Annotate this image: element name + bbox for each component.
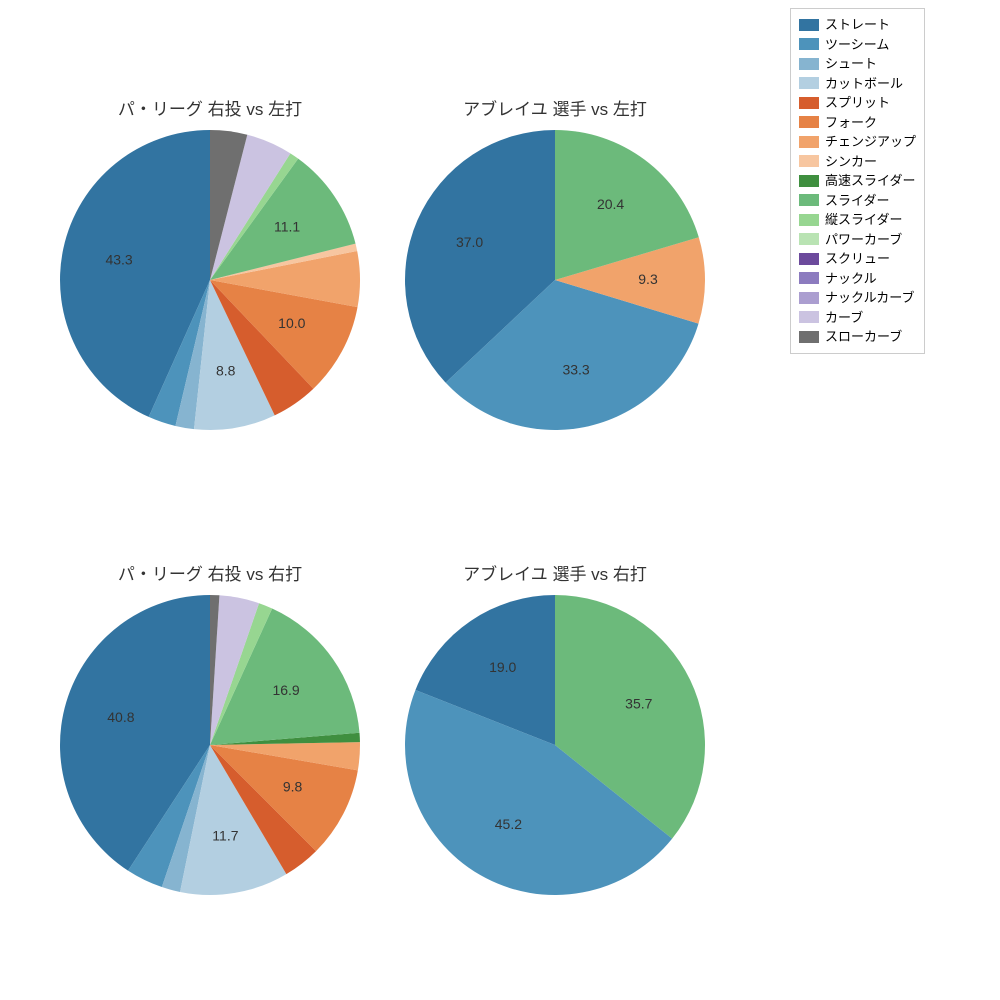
legend-item: フォーク [799,113,916,133]
legend-swatch [799,292,819,304]
legend-item: シンカー [799,152,916,172]
legend-swatch [799,97,819,109]
legend-label: ツーシーム [825,35,889,55]
legend-label: チェンジアップ [825,132,916,152]
figure: 43.3 8.8 10.0 11.1 パ・リーグ 右投 vs 左打 37.0 33.3 9.3… [0,0,1000,1000]
slice-label: 19.0 [489,659,516,675]
legend-label: スローカーブ [825,327,902,347]
legend-label: ナックルカーブ [825,288,914,308]
legend-item: スプリット [799,93,916,113]
slice-label: 9.8 [283,778,303,794]
slice-label: 8.8 [216,362,236,378]
legend-label: シンカー [825,152,877,172]
slice-label: 11.1 [274,219,300,235]
legend-swatch [799,155,819,167]
legend-label: スライダー [825,191,889,211]
legend: ストレートツーシームシュートカットボールスプリットフォークチェンジアップシンカー… [790,8,925,354]
legend-item: ナックル [799,269,916,289]
slice-label: 20.4 [597,196,624,212]
chart-title-top-right: アブレイユ 選手 vs 左打 [395,95,715,120]
legend-item: シュート [799,54,916,74]
slice-label: 9.3 [638,271,658,287]
legend-item: カーブ [799,308,916,328]
slice-label: 40.8 [107,709,134,725]
legend-label: カットボール [825,74,903,94]
legend-label: スプリット [825,93,890,113]
legend-item: スライダー [799,191,916,211]
chart-title-bottom-left: パ・リーグ 右投 vs 右打 [50,560,370,585]
legend-label: 高速スライダー [825,171,915,191]
legend-swatch [799,38,819,50]
slice-label: 11.7 [212,827,238,843]
legend-swatch [799,214,819,226]
legend-item: スクリュー [799,249,916,269]
slice-label: 35.7 [625,695,652,711]
legend-swatch [799,194,819,206]
legend-swatch [799,253,819,265]
legend-swatch [799,233,819,245]
legend-swatch [799,311,819,323]
legend-item: チェンジアップ [799,132,916,152]
legend-swatch [799,175,819,187]
legend-item: パワーカーブ [799,230,916,250]
legend-label: ストレート [825,15,890,35]
slice-label: 16.9 [272,682,299,698]
pie-chart-top-left: 43.3 8.8 10.0 11.1 [58,128,362,432]
legend-label: スクリュー [825,249,890,269]
pie-chart-top-right: 37.0 33.3 9.3 20.4 [403,128,707,432]
legend-item: スローカーブ [799,327,916,347]
legend-swatch [799,116,819,128]
legend-swatch [799,58,819,70]
slice-label: 37.0 [456,234,483,250]
legend-item: カットボール [799,74,916,94]
slice-label: 33.3 [562,361,589,377]
legend-swatch [799,136,819,148]
legend-swatch [799,77,819,89]
legend-item: ツーシーム [799,35,916,55]
legend-item: ナックルカーブ [799,288,916,308]
chart-title-top-left: パ・リーグ 右投 vs 左打 [50,95,370,120]
chart-title-bottom-right: アブレイユ 選手 vs 右打 [395,560,715,585]
legend-label: 縦スライダー [825,210,902,230]
slice-label: 45.2 [495,816,522,832]
legend-swatch [799,331,819,343]
legend-item: 高速スライダー [799,171,916,191]
legend-swatch [799,19,819,31]
legend-swatch [799,272,819,284]
pie-chart-bottom-left: 40.8 11.7 9.8 16.9 [58,593,362,897]
legend-label: フォーク [825,113,877,133]
legend-item: 縦スライダー [799,210,916,230]
legend-item: ストレート [799,15,916,35]
legend-label: ナックル [825,269,877,289]
legend-label: パワーカーブ [825,230,902,250]
pie-chart-bottom-right: 19.0 45.2 35.7 [403,593,707,897]
legend-label: シュート [825,54,877,74]
slice-label: 43.3 [105,251,132,267]
legend-label: カーブ [825,308,863,328]
slice-label: 10.0 [278,315,305,331]
